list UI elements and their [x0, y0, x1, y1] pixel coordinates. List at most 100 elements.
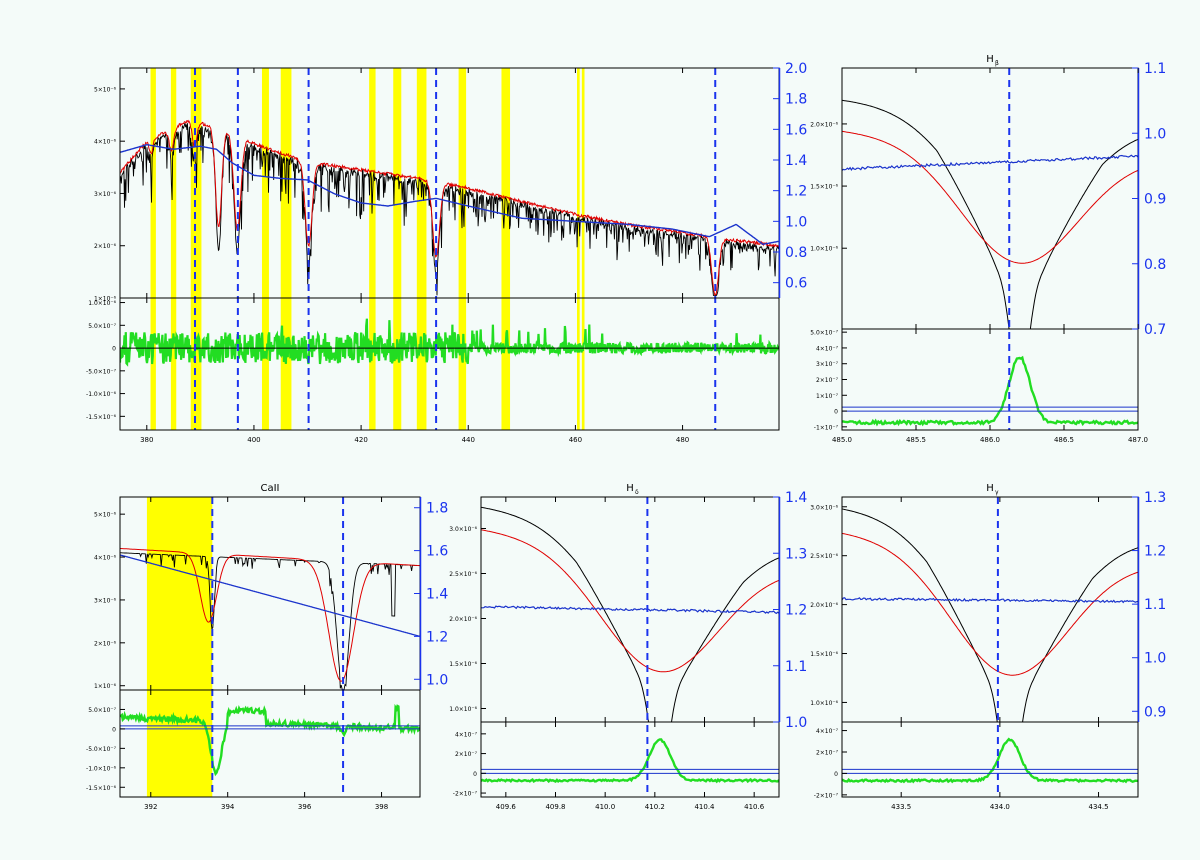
y-bottom-tick-label: 0	[112, 346, 116, 353]
y-tick-label: 1.0×10⁻⁶	[810, 700, 838, 707]
panel-title-subscript: δ	[635, 489, 639, 496]
highlight-band	[577, 68, 580, 430]
x-tick-label: 398	[375, 803, 388, 811]
top-frame	[841, 67, 1139, 330]
y-right-tick-label: 1.8	[785, 92, 807, 108]
y-bottom-tick-label: 4×10⁻⁷	[816, 728, 839, 735]
x-tick-label: 410.0	[595, 803, 615, 811]
y-tick-label: 3×10⁻⁶	[94, 597, 117, 604]
y-tick-label: 2.0×10⁻⁶	[810, 121, 838, 128]
panel-title-subscript: γ	[995, 489, 999, 496]
top-frame	[480, 496, 780, 723]
y-tick-label: 1.0×10⁻⁶	[449, 706, 477, 713]
y-right-tick-label: 1.4	[785, 153, 807, 169]
y-tick-label: 5×10⁻⁶	[94, 512, 117, 519]
top-frame	[841, 496, 1139, 723]
panel-title: H	[986, 483, 994, 494]
ratio-curve	[842, 154, 1138, 172]
y-tick-label: 3.0×10⁻⁶	[810, 504, 838, 511]
x-tick-label: 486.0	[980, 436, 1000, 444]
y-bottom-tick-label: -2×10⁻⁷	[814, 792, 839, 799]
model-spectrum	[842, 532, 1138, 676]
y-right-tick-label: 1.6	[426, 544, 448, 560]
x-tick-label: 486.5	[1054, 436, 1074, 444]
y-bottom-tick-label: -1×10⁻⁷	[814, 424, 839, 431]
model-spectrum	[481, 529, 779, 673]
y-tick-label: 5×10⁻⁶	[94, 86, 117, 93]
x-tick-label: 400	[247, 436, 260, 444]
y-bottom-tick-label: -2×10⁻⁷	[453, 791, 478, 798]
y-tick-label: 1×10⁻⁶	[94, 296, 117, 303]
panel-title-subscript: β	[995, 60, 999, 67]
y-bottom-tick-label: 0	[834, 409, 838, 416]
highlight-band	[146, 497, 213, 797]
x-tick-label: 410.4	[694, 803, 715, 811]
y-tick-label: 2.5×10⁻⁶	[449, 571, 477, 578]
y-bottom-tick-label: 0	[473, 771, 477, 778]
highlight-band	[501, 68, 511, 430]
highlight-band	[416, 68, 427, 430]
y-bottom-tick-label: 2×10⁻⁷	[816, 377, 839, 384]
highlight-band	[393, 68, 402, 430]
x-tick-label: 434.0	[990, 803, 1010, 811]
bottom-frame	[841, 721, 1139, 798]
y-right-tick-label: 0.9	[1144, 704, 1166, 720]
y-right-tick-label: 1.2	[426, 629, 448, 645]
x-tick-label: 394	[221, 803, 235, 811]
y-right-tick-label: 0.8	[1144, 257, 1166, 273]
y-bottom-tick-label: 0	[112, 726, 116, 733]
x-tick-label: 380	[140, 436, 153, 444]
x-tick-label: 434.5	[1089, 803, 1109, 811]
model-spectrum	[120, 548, 420, 682]
y-right-tick-label: 1.3	[785, 546, 807, 562]
y-right-tick-label: 1.0	[785, 214, 807, 230]
y-tick-label: 3.0×10⁻⁶	[449, 526, 477, 533]
x-tick-label: 440	[462, 436, 475, 444]
y-right-tick-label: 1.0	[785, 715, 807, 731]
x-tick-label: 433.5	[891, 803, 911, 811]
y-tick-label: 1×10⁻⁶	[94, 683, 117, 690]
y-bottom-tick-label: -1.5×10⁻⁶	[86, 414, 117, 421]
y-tick-label: 1.0×10⁻⁶	[810, 246, 838, 253]
y-right-tick-label: 1.3	[1144, 490, 1166, 506]
y-bottom-tick-label: -1.0×10⁻⁶	[86, 765, 117, 772]
highlight-band	[150, 68, 156, 430]
y-bottom-tick-label: -5.0×10⁻⁷	[86, 368, 117, 375]
x-tick-label: 460	[569, 436, 582, 444]
bottom-frame	[119, 297, 780, 431]
observed-spectrum	[120, 552, 420, 690]
y-tick-label: 2×10⁻⁶	[94, 243, 117, 250]
y-tick-label: 1.5×10⁻⁶	[810, 184, 838, 191]
observed-spectrum	[481, 506, 779, 722]
highlight-band	[581, 68, 585, 430]
y-bottom-tick-label: 1.0×10⁻⁶	[88, 300, 116, 307]
observed-spectrum	[120, 122, 779, 296]
ratio-curve	[842, 597, 1138, 604]
panel-title: H	[626, 483, 634, 494]
panel-hbeta: 485.0 485.5 486.0 486.5 487.0 2.0×10⁻⁶ 1.5×10⁻…	[810, 54, 1166, 444]
y-right-tick-label: 1.1	[1144, 597, 1166, 613]
y-bottom-tick-label: 0	[834, 771, 838, 778]
ratio-curve	[481, 605, 779, 615]
highlight-band	[369, 68, 376, 430]
y-tick-label: 2.5×10⁻⁶	[810, 553, 838, 560]
y-right-tick-label: 1.4	[785, 490, 807, 506]
x-tick-label: 409.6	[496, 803, 517, 811]
y-right-tick-label: 1.1	[1144, 61, 1166, 77]
x-tick-label: 487.0	[1128, 436, 1148, 444]
y-right-tick-label: 0.8	[785, 245, 807, 261]
panel-overview: 380 400 420 440 460 480 5×10⁻⁶ 4×10⁻⁶ 3×10⁻⁶ 2×10…	[86, 61, 807, 444]
highlight-band	[261, 68, 269, 430]
y-right-tick-label: 1.4	[426, 587, 448, 603]
highlight-band	[170, 68, 177, 430]
y-tick-label: 2.0×10⁻⁶	[810, 602, 838, 609]
y-tick-label: 1.5×10⁻⁶	[449, 661, 477, 668]
panel-hdelta: 409.6 409.8 410.0 410.2 410.4 410.6 3.0×10⁻⁶ 2.…	[449, 483, 807, 811]
model-spectrum	[120, 119, 779, 296]
y-right-tick-label: 2.0	[785, 61, 807, 77]
y-bottom-tick-label: 1×10⁻⁷	[816, 393, 839, 400]
x-tick-label: 485.0	[832, 436, 852, 444]
x-tick-label: 396	[298, 803, 312, 811]
y-tick-label: 2×10⁻⁶	[94, 640, 117, 647]
